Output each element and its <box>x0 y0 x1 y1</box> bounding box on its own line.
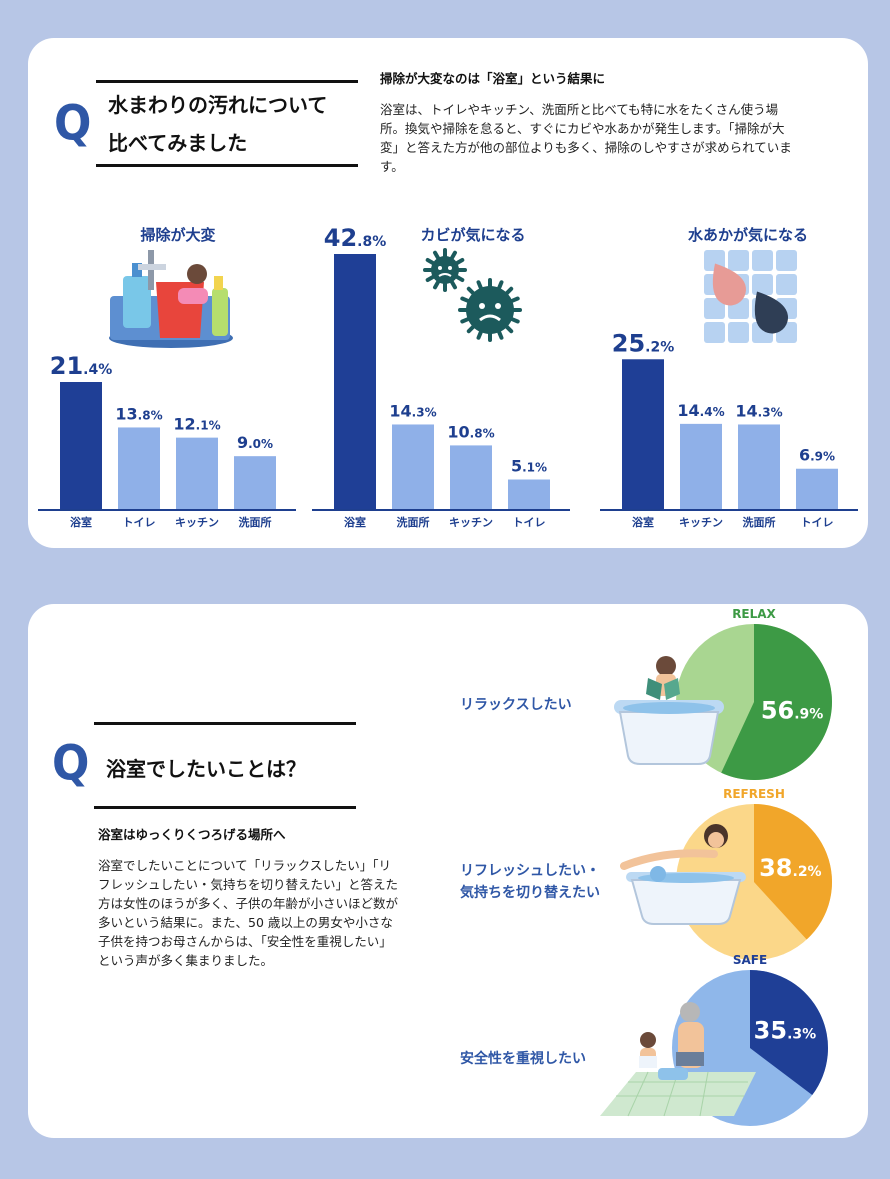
bar-value-label: 10.8% <box>447 422 494 441</box>
bar-mold-4 <box>508 479 550 510</box>
bar-mold-3 <box>450 445 492 510</box>
bar-category-label: 浴室 <box>632 515 654 529</box>
title-top-rule <box>94 722 356 725</box>
bar-waterstain-3 <box>738 424 780 510</box>
bar-cleaning-1 <box>60 382 102 510</box>
para-line: フレッシュしたい・気持ちを切り替えたい」と答えた <box>98 877 399 892</box>
bar-category-label: キッチン <box>679 516 723 529</box>
bath-wishes-card: Q 浴室でしたいことは？ 浴室はゆっくりくつろげる場所へ 浴室でしたいことについ… <box>28 604 868 1138</box>
mold-germ-icon <box>423 248 522 342</box>
bar-category-label: トイレ <box>801 516 834 529</box>
refresh-label: リフレッシュしたい・ 気持ちを切り替えたい <box>460 860 600 904</box>
bar-category-label: 洗面所 <box>239 515 272 529</box>
bar-mold-1 <box>334 254 376 510</box>
bar-value-label: 12.1% <box>173 415 220 434</box>
para-line: 所。換気や掃除を怠ると、すぐにカビや水あかが発生します。「掃除が大 <box>380 121 785 136</box>
pie-charts: RELAX 56.9% REFRESH 38.2% SAFE 35.3% <box>600 607 832 1126</box>
grandparent-child-bathroom-icon <box>600 1002 756 1117</box>
bar-waterstain-4 <box>796 468 838 510</box>
bar-category-label: キッチン <box>175 516 219 529</box>
title-line-2: 比べてみました <box>108 131 248 155</box>
water-stain-drops-icon <box>704 250 797 343</box>
pie-value-label-safe: 35.3% <box>754 1017 817 1045</box>
bar-cleaning-3 <box>176 437 218 510</box>
bar-value-label: 5.1% <box>511 456 547 475</box>
para-line: 浴室は、トイレやキッチン、洗面所と比べても特に水をたくさん使う場 <box>380 102 779 117</box>
bar-value-label: 25.2% <box>612 329 675 357</box>
pie-title-refresh: REFRESH <box>723 787 785 801</box>
chart-title-cleaning: 掃除が大変 <box>140 226 216 244</box>
safe-label: 安全性を重視したい <box>460 1051 586 1067</box>
bar-category-label: 洗面所 <box>743 515 776 529</box>
para-line: 変」と答えた方が他の部位よりも多く、掃除のしやすさが求められていま <box>380 140 792 155</box>
section-paragraph: 浴室でしたいことについて「リラックスしたい」「リ フレッシュしたい・気持ちを切り… <box>98 856 438 970</box>
section-subhead: 浴室はゆっくりくつろげる場所へ <box>98 827 286 842</box>
title-bottom-rule <box>94 806 356 809</box>
bar-value-label: 14.3% <box>735 401 782 420</box>
bar-value-label: 6.9% <box>799 446 835 465</box>
para-line: 子供を持つお母さんからは、「安全性を重視したい」 <box>98 934 392 949</box>
bar-category-label: トイレ <box>123 516 156 529</box>
bar-value-label: 9.0% <box>237 433 273 452</box>
pie-slice-relax <box>721 624 832 780</box>
bar-category-label: 浴室 <box>344 515 366 529</box>
para-line: 方は女性のほうが多く、子供の年齢が小さいほど数が <box>98 896 399 911</box>
title-top-rule <box>96 80 358 83</box>
cleaning-supplies-icon <box>109 250 233 348</box>
title-line-1: 水まわりの汚れについて <box>108 93 328 117</box>
para-line: という声が多く集まりました。 <box>98 953 274 968</box>
pie-title-relax: RELAX <box>732 607 776 621</box>
para-line: 浴室でしたいことについて「リラックスしたい」「リ <box>98 858 392 873</box>
bar-waterstain-2 <box>680 423 722 510</box>
bar-mold-2 <box>392 424 434 510</box>
pie-value-label-relax: 56.9% <box>761 696 824 724</box>
chart-title-mold: カビが気になる <box>420 226 526 244</box>
bar-value-label: 21.4% <box>50 352 113 380</box>
pie-title-safe: SAFE <box>733 953 767 967</box>
bar-value-label: 14.3% <box>389 401 436 420</box>
bar-value-label: 13.8% <box>115 404 162 423</box>
q-mark: Q <box>54 95 92 152</box>
bathtub-relaxing-woman-icon <box>620 824 746 925</box>
q-mark: Q <box>52 735 90 792</box>
relax-label: リラックスしたい <box>460 697 572 713</box>
title-bottom-rule <box>96 164 358 167</box>
bar-cleaning-2 <box>118 427 160 510</box>
para-line: す。 <box>380 159 404 174</box>
bar-waterstain-1 <box>622 359 664 510</box>
bar-charts: 21.4% 浴室 13.8% トイレ 12.1% キッチン 9.0% 洗面所 42.8% 浴室 14… <box>38 224 858 529</box>
section-title: 浴室でしたいことは？ <box>106 757 306 781</box>
water-area-dirt-card: Q 水まわりの汚れについて 比べてみました 掃除が大変なのは「浴室」という結果に… <box>28 38 868 548</box>
bar-category-label: 洗面所 <box>397 515 430 529</box>
pie-slice-safe <box>750 970 828 1096</box>
chart-title-waterstain: 水あかが気になる <box>687 226 808 244</box>
section-title: 水まわりの汚れについて 比べてみました <box>108 86 327 162</box>
bar-category-label: トイレ <box>513 516 546 529</box>
bar-value-label: 42.8% <box>324 224 387 252</box>
bar-category-label: 浴室 <box>70 515 92 529</box>
bar-cleaning-4 <box>234 456 276 510</box>
refresh-label-line: リフレッシュしたい・ <box>460 863 600 879</box>
refresh-label-line: 気持ちを切り替えたい <box>460 885 600 901</box>
bar-category-label: キッチン <box>449 516 493 529</box>
result-subhead: 掃除が大変なのは「浴室」という結果に <box>380 71 606 86</box>
bathtub-reading-child-icon <box>614 656 724 765</box>
result-paragraph: 浴室は、トイレやキッチン、洗面所と比べても特に水をたくさん使う場 所。換気や掃除… <box>380 100 860 176</box>
pie-slice-refresh <box>754 804 832 940</box>
para-line: 多いという結果に。また、50 歳以上の男女や小さな <box>98 915 393 930</box>
pie-value-label-refresh: 38.2% <box>759 854 822 882</box>
bar-value-label: 14.4% <box>677 401 724 420</box>
